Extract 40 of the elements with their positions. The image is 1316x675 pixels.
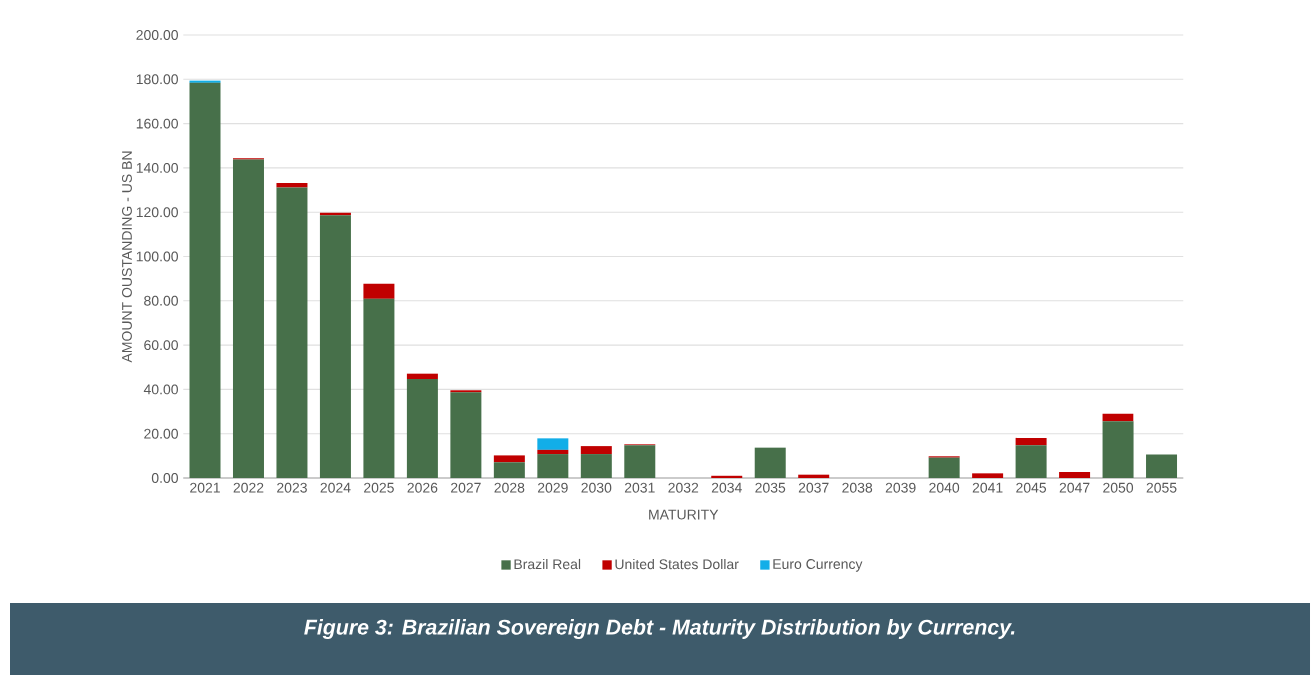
x-tick-label: 2023 — [277, 482, 307, 493]
legend-label: Brazil Real — [514, 558, 581, 570]
x-tick-label: 2030 — [581, 482, 612, 493]
y-tick-label: 60.00 — [144, 340, 178, 351]
y-tick-label: 180.00 — [136, 74, 178, 85]
x-tick-label: 2025 — [364, 482, 394, 493]
x-tick-label: 2038 — [842, 482, 873, 493]
x-tick-label: 2027 — [451, 482, 481, 493]
x-tick-label: 2040 — [929, 482, 960, 493]
legend-label: United States Dollar — [615, 558, 739, 570]
y-tick-label: 100.00 — [136, 251, 178, 262]
y-tick-label: 20.00 — [144, 428, 178, 439]
y-tick-label: 40.00 — [143, 384, 178, 395]
y-tick-label: 160.00 — [136, 118, 178, 129]
x-tick-label: 2035 — [755, 482, 786, 493]
x-axis-title: MATURITY — [649, 509, 719, 520]
x-tick-label: 2055 — [1146, 482, 1177, 493]
x-tick-label: 2028 — [494, 482, 525, 493]
x-tick-label: 2022 — [233, 482, 264, 493]
x-tick-label: 2039 — [885, 482, 916, 493]
x-tick-label: 2032 — [668, 482, 699, 493]
x-tick-label: 2031 — [624, 482, 655, 493]
x-tick-label: 2047 — [1059, 482, 1090, 493]
x-tick-label: 2045 — [1016, 482, 1047, 493]
y-tick-label: 140.00 — [136, 162, 178, 173]
x-tick-label: 2029 — [537, 482, 568, 493]
x-tick-label: 2037 — [798, 482, 829, 493]
x-tick-label: 2021 — [190, 482, 220, 493]
text: Figure 3: Brazilian Sovereign Debt - Maturity Distribution by Currency. — [304, 619, 1015, 639]
y-tick-label: 80.00 — [144, 295, 178, 306]
y-tick-label: 120.00 — [136, 207, 178, 218]
x-tick-label: 2050 — [1103, 482, 1134, 493]
x-tick-label: 2041 — [972, 482, 1003, 493]
x-tick-label: 2034 — [711, 482, 742, 493]
x-tick-label: 2024 — [320, 482, 351, 493]
x-tick-label: 2026 — [407, 482, 438, 493]
y-tick-label: 200.00 — [136, 30, 178, 40]
legend-label: Euro Currency — [773, 559, 863, 572]
y-axis-title: AMOUNT OUSTANDING - US BN — [122, 151, 132, 363]
y-tick-label: 0.00 — [151, 473, 178, 483]
